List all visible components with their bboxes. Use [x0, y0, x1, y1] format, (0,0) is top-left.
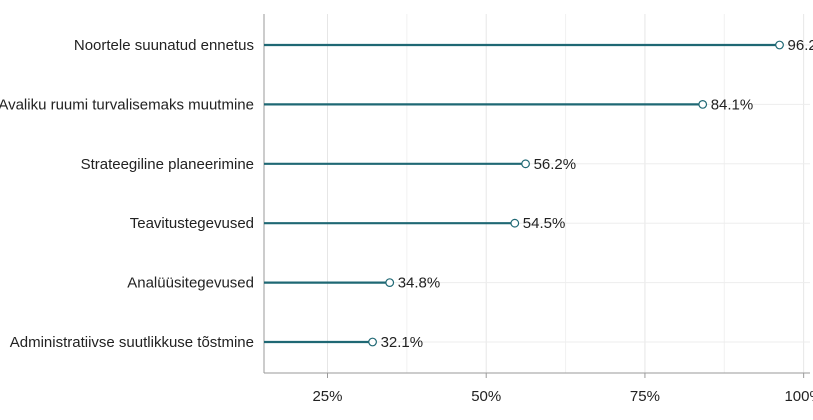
category-label-2: Strateegiline planeerimine	[81, 156, 254, 173]
x-tick-label-1: 50%	[471, 388, 501, 405]
data-marks	[264, 40, 784, 347]
labels: 25% 50% 75% 100% Noortele suunatud ennetus 96…	[0, 37, 813, 405]
value-label-2: 56.2%	[534, 156, 577, 173]
value-label-0: 96.2%	[788, 37, 813, 54]
value-label-5: 32.1%	[381, 334, 424, 351]
value-label-3: 54.5%	[523, 215, 566, 232]
x-tick-label-0: 25%	[312, 388, 342, 405]
lollipop-marker-1	[698, 99, 708, 109]
value-label-1: 84.1%	[711, 96, 754, 113]
lollipop-marker-5	[368, 337, 377, 347]
gridlines	[264, 14, 810, 373]
category-label-4: Analüüsitegevused	[127, 275, 254, 292]
category-label-3: Teavitustegevused	[130, 215, 254, 232]
x-tick-label-2: 75%	[630, 388, 660, 405]
lollipop-marker-4	[385, 278, 395, 288]
lollipop-marker-2	[521, 159, 530, 169]
lollipop-marker-3	[510, 218, 520, 228]
lollipop-marker-0	[775, 40, 784, 50]
category-label-5: Administratiivse suutlikkuse tõstmine	[10, 334, 254, 351]
category-label-0: Noortele suunatud ennetus	[74, 37, 254, 54]
value-label-4: 34.8%	[398, 275, 441, 292]
category-label-1: Avaliku ruumi turvalisemaks muutmine	[0, 96, 254, 113]
x-tick-label-3: 100%	[784, 388, 813, 405]
axes	[263, 14, 810, 378]
